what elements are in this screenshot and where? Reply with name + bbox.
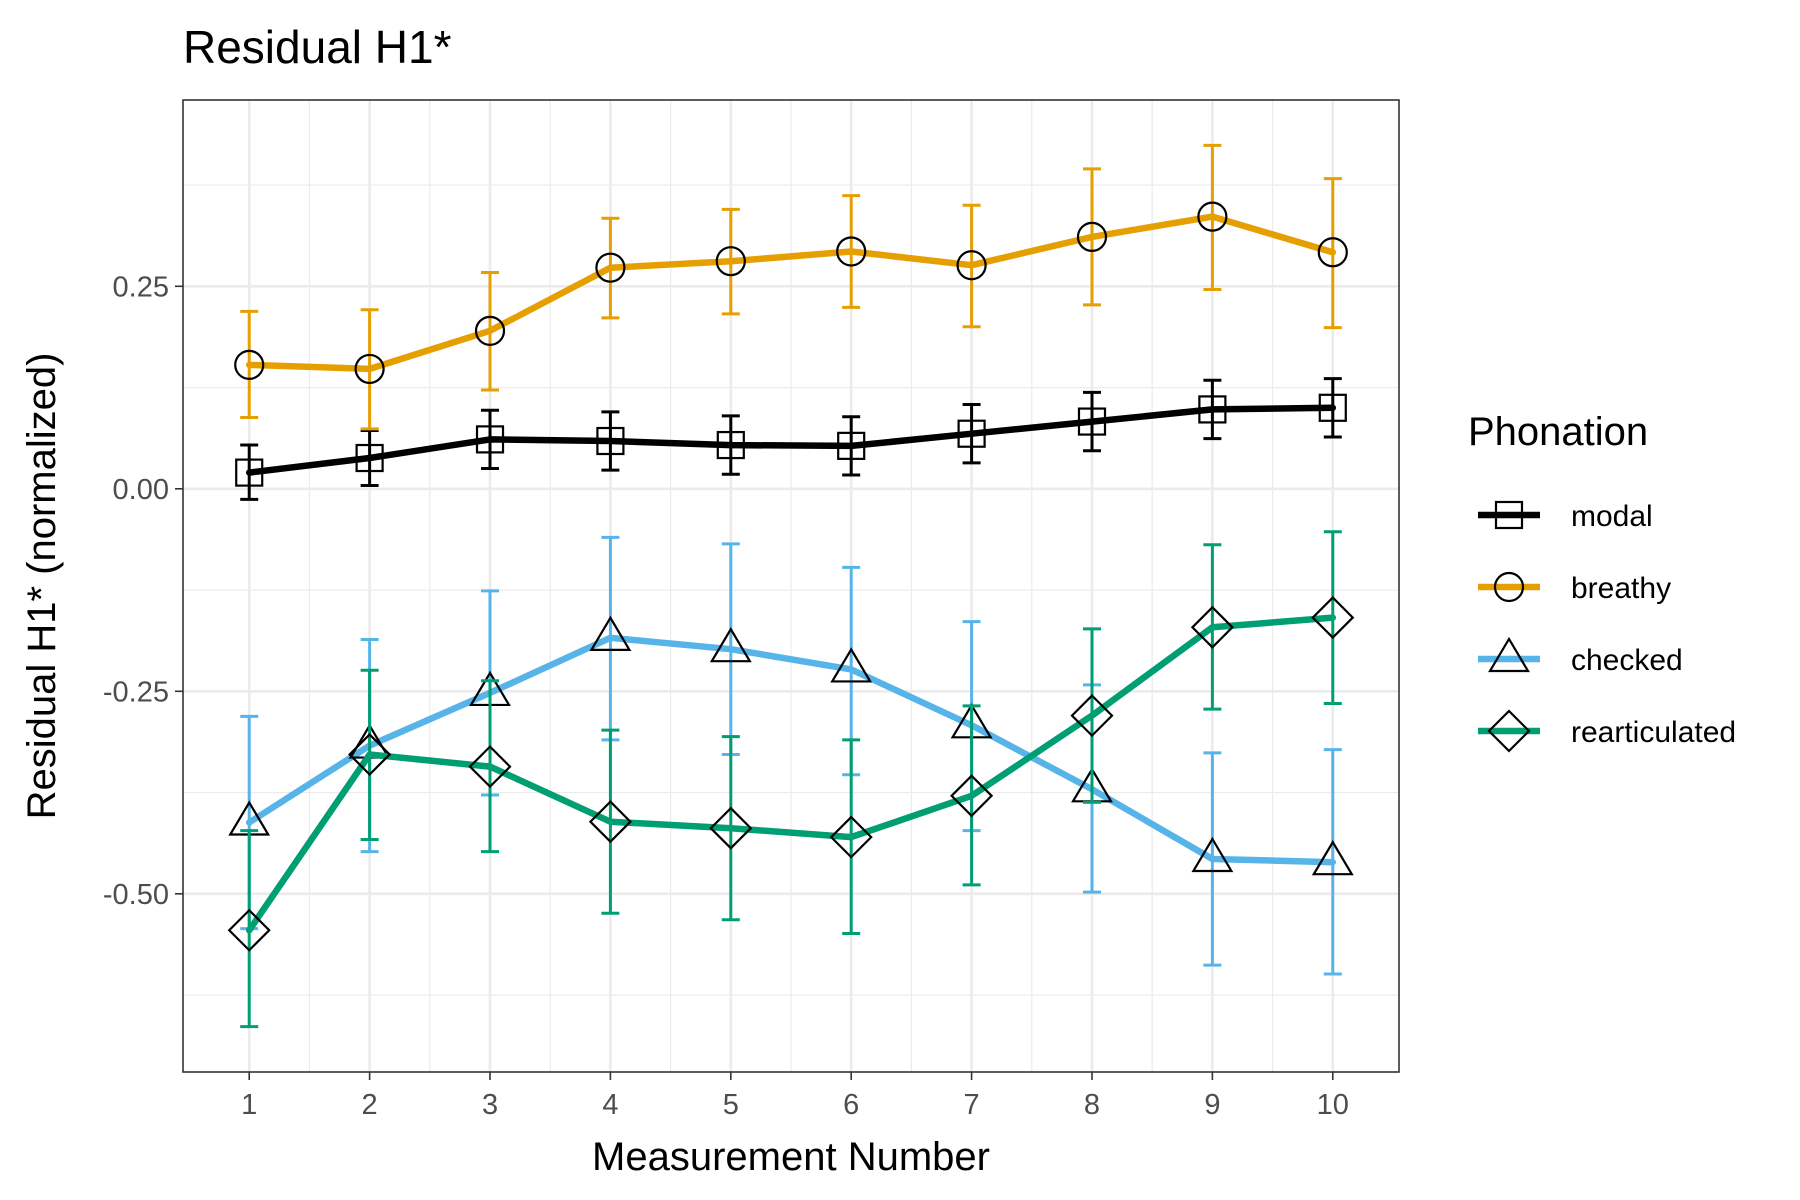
y-axis-title: Residual H1* (normalized) xyxy=(20,353,64,820)
modal-point xyxy=(957,419,986,448)
legend-key-marker xyxy=(1493,571,1525,603)
modal-point xyxy=(475,425,505,454)
breathy-point xyxy=(715,246,746,277)
legend: Phonation modal breathy checked rearticulat… xyxy=(1468,410,1736,753)
breathy-point xyxy=(1197,201,1228,232)
modal-point xyxy=(235,458,264,487)
x-tick-label: 5 xyxy=(723,1089,739,1121)
x-axis-title: Measurement Number xyxy=(592,1135,990,1179)
plot-panel-border xyxy=(182,99,1400,1073)
rearticulated-point xyxy=(829,815,873,859)
checked-point xyxy=(830,647,873,683)
legend-label: breathy xyxy=(1571,572,1671,605)
modal-point xyxy=(837,431,866,460)
series-modal xyxy=(235,377,1347,501)
legend-key-rearticulated xyxy=(1478,709,1540,753)
y-axis: 0.25 0.00 -0.25 -0.50 xyxy=(103,271,183,911)
legend-label: modal xyxy=(1571,500,1653,533)
legend-title: Phonation xyxy=(1468,410,1648,454)
breathy-point xyxy=(595,252,626,283)
modal-point xyxy=(355,443,384,473)
modal-point xyxy=(1318,393,1347,422)
breathy-line xyxy=(245,213,1337,373)
x-tick-label: 6 xyxy=(843,1089,859,1121)
y-tick-label: 0.25 xyxy=(113,271,169,303)
checked-point xyxy=(709,627,752,663)
rearticulated-point xyxy=(468,745,512,789)
rearticulated-point xyxy=(348,732,392,777)
rearticulated-point xyxy=(1190,605,1234,649)
y-tick-label: -0.50 xyxy=(103,879,169,911)
rearticulated-line xyxy=(245,614,1337,934)
modal-point xyxy=(1077,407,1107,436)
rearticulated-point xyxy=(1311,596,1355,640)
series-breathy xyxy=(234,143,1348,431)
modal-point xyxy=(1198,395,1227,424)
breathy-point xyxy=(1076,221,1108,252)
legend-key-marker xyxy=(1487,709,1531,753)
checked-point xyxy=(1191,836,1234,873)
series-layer xyxy=(227,143,1355,1029)
modal-point xyxy=(596,426,625,456)
legend-key-checked xyxy=(1478,636,1540,673)
breathy-point xyxy=(474,315,506,346)
legend-key-modal xyxy=(1478,500,1540,530)
breathy-point xyxy=(836,236,867,267)
breathy-point xyxy=(354,353,385,385)
x-tick-label: 4 xyxy=(602,1089,618,1121)
checked-line xyxy=(245,634,1337,866)
y-tick-label: -0.25 xyxy=(103,676,169,708)
x-tick-label: 7 xyxy=(964,1089,980,1121)
rearticulated-point xyxy=(1070,694,1114,738)
modal-point xyxy=(716,430,745,460)
series-rearticulated xyxy=(227,530,1355,1029)
legend-key-breathy xyxy=(1478,571,1540,603)
chart-title: Residual H1* xyxy=(183,21,452,73)
legend-key-marker xyxy=(1488,636,1530,673)
x-tick-label: 8 xyxy=(1084,1089,1100,1121)
x-tick-label: 9 xyxy=(1204,1089,1220,1121)
x-tick-label: 3 xyxy=(482,1089,498,1121)
x-axis: 1 2 3 4 5 6 7 8 9 10 xyxy=(241,1072,1349,1121)
breathy-point xyxy=(956,250,987,281)
rearticulated-point xyxy=(950,774,994,818)
checked-point xyxy=(589,615,632,651)
rearticulated-point xyxy=(709,806,753,850)
y-tick-label: 0.00 xyxy=(113,474,169,506)
rearticulated-point xyxy=(227,908,271,952)
legend-key-marker xyxy=(1494,500,1524,530)
checked-point xyxy=(1311,840,1354,876)
breathy-point xyxy=(234,349,265,380)
legend-label: checked xyxy=(1571,644,1683,677)
modal-line xyxy=(245,404,1337,476)
x-tick-label: 2 xyxy=(362,1089,378,1121)
x-tick-label: 10 xyxy=(1317,1089,1349,1121)
legend-label: rearticulated xyxy=(1571,716,1736,749)
rearticulated-point xyxy=(588,800,632,844)
breathy-point xyxy=(1317,237,1348,268)
x-tick-label: 1 xyxy=(241,1089,257,1121)
